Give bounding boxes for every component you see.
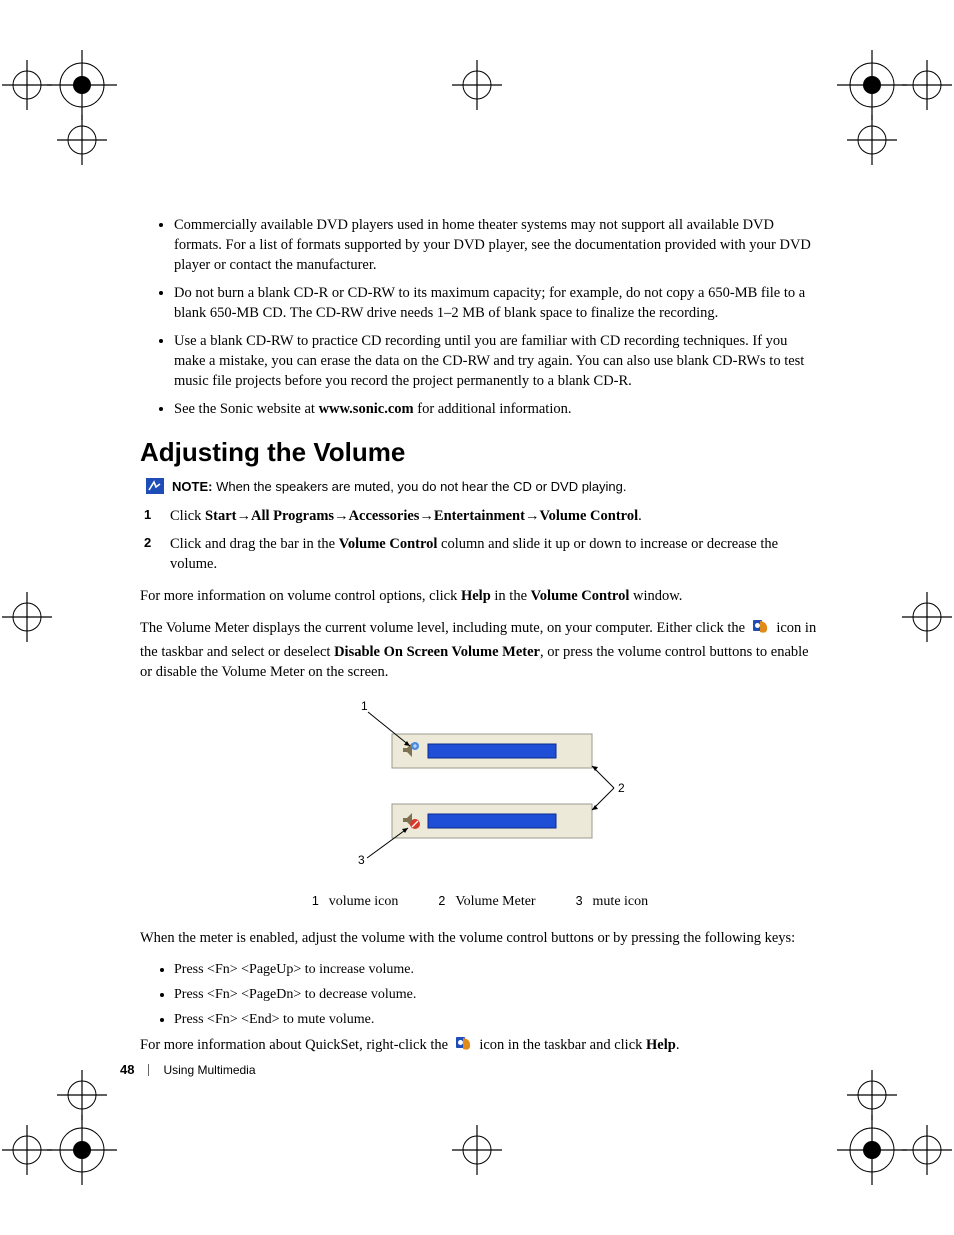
term: Volume Control <box>339 536 438 552</box>
section-title: Adjusting the Volume <box>140 437 820 468</box>
text: For more information about QuickSet, rig… <box>140 1037 452 1053</box>
figure-svg: 1 2 3 <box>320 694 640 884</box>
text: Click <box>170 508 205 524</box>
bullet-item: Do not burn a blank CD-R or CD-RW to its… <box>174 283 820 323</box>
term: Start <box>205 508 236 524</box>
callout-1: 1 <box>361 699 368 713</box>
term: Accessories <box>349 508 420 524</box>
term: Help <box>461 588 491 604</box>
quickset-icon <box>454 1035 474 1059</box>
legend-3: 3 mute icon <box>576 894 649 910</box>
legend-num: 1 <box>312 894 319 908</box>
step-1: Click Start→All Programs→Accessories→Ent… <box>164 506 820 526</box>
text: When the speakers are muted, you do not … <box>212 479 626 494</box>
bullet-item: See the Sonic website at www.sonic.com f… <box>174 399 820 419</box>
term: Help <box>646 1037 676 1053</box>
bullet-item: Press <Fn> <End> to mute volume. <box>174 1010 820 1029</box>
term: Entertainment <box>434 508 525 524</box>
intro-bullets: Commercially available DVD players used … <box>140 215 820 419</box>
text: Click and drag the bar in the <box>170 536 339 552</box>
para-help: For more information on volume control o… <box>140 586 820 606</box>
legend-num: 3 <box>576 894 583 908</box>
text: for additional information. <box>414 401 572 417</box>
legend-1: 1 volume icon <box>312 894 399 910</box>
legend-text: volume icon <box>329 894 399 910</box>
figure-legend: 1 volume icon 2 Volume Meter 3 mute icon <box>140 894 820 910</box>
arrow: → <box>334 508 349 524</box>
note-text: NOTE: When the speakers are muted, you d… <box>172 478 627 496</box>
page-footer: 48 Using Multimedia <box>120 1062 256 1077</box>
page-number: 48 <box>120 1062 134 1077</box>
sonic-link: www.sonic.com <box>319 401 414 417</box>
legend-num: 2 <box>438 894 445 908</box>
bullet-item: Commercially available DVD players used … <box>174 215 820 275</box>
step-2: Click and drag the bar in the Volume Con… <box>164 534 820 574</box>
bullet-item: Press <Fn> <PageUp> to increase volume. <box>174 960 820 979</box>
arrow: → <box>419 508 434 524</box>
term: Volume Control <box>539 508 638 524</box>
footer-section: Using Multimedia <box>163 1063 255 1077</box>
note: NOTE: When the speakers are muted, you d… <box>140 478 820 496</box>
legend-text: Volume Meter <box>455 894 535 910</box>
key-bullets: Press <Fn> <PageUp> to increase volume. … <box>140 960 820 1030</box>
note-icon <box>146 478 164 494</box>
term: Volume Control <box>531 588 630 604</box>
text: window. <box>629 588 682 604</box>
term: All Programs <box>251 508 334 524</box>
quickset-icon <box>751 618 771 642</box>
text: See the Sonic website at <box>174 401 319 417</box>
arrow: → <box>525 508 540 524</box>
legend-text: mute icon <box>593 894 649 910</box>
text: The Volume Meter displays the current vo… <box>140 620 749 636</box>
term: Disable On Screen Volume Meter <box>334 644 540 660</box>
callout-3: 3 <box>358 853 365 867</box>
arrow: → <box>236 508 251 524</box>
note-label: NOTE: <box>172 479 212 494</box>
steps: Click Start→All Programs→Accessories→Ent… <box>140 506 820 574</box>
para-meter: The Volume Meter displays the current vo… <box>140 618 820 682</box>
para-enabled: When the meter is enabled, adjust the vo… <box>140 928 820 948</box>
text: . <box>676 1037 680 1053</box>
bullet-item: Press <Fn> <PageDn> to decrease volume. <box>174 985 820 1004</box>
text: For more information on volume control o… <box>140 588 461 604</box>
bullet-item: Use a blank CD-RW to practice CD recordi… <box>174 331 820 391</box>
legend-2: 2 Volume Meter <box>438 894 535 910</box>
para-quickset: For more information about QuickSet, rig… <box>140 1035 820 1059</box>
volume-meter-figure: 1 2 3 <box>140 694 820 884</box>
callout-2: 2 <box>618 781 625 795</box>
page-content: Commercially available DVD players used … <box>140 215 820 1071</box>
text: icon in the taskbar and click <box>479 1037 646 1053</box>
footer-separator <box>148 1064 149 1076</box>
text: . <box>638 508 642 524</box>
text: in the <box>491 588 531 604</box>
